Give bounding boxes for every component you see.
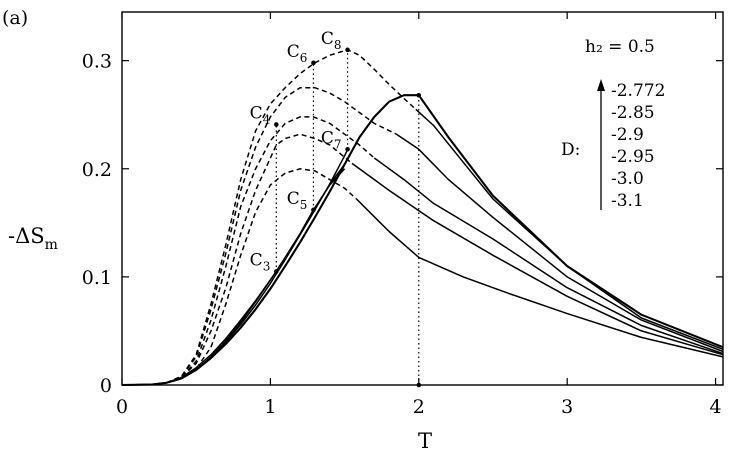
- panel-label: (a): [2, 7, 28, 29]
- critical-point-letter: C: [287, 189, 300, 209]
- legend-title: D:: [561, 140, 580, 160]
- legend-arrow: [597, 79, 605, 210]
- critical-point-letter: C: [321, 128, 334, 148]
- x-tick-label: 2: [413, 396, 425, 418]
- critical-point-label: C7: [321, 128, 342, 151]
- legend-values: -2.772-2.85-2.9-2.95-3.0-3.1: [611, 81, 665, 211]
- critical-point-index: 4: [263, 112, 271, 126]
- series-line-solid: [312, 168, 346, 211]
- critical-point-label: C5: [287, 189, 308, 212]
- series-line-tail: [351, 162, 724, 356]
- series-line-dashed: [166, 116, 375, 384]
- critical-point-index: 5: [300, 198, 308, 212]
- axis-point: [416, 382, 422, 388]
- series-line-dashed: [166, 168, 358, 384]
- critical-point-index: 6: [300, 51, 308, 65]
- critical-point: [345, 47, 350, 53]
- x-axis-label: T: [418, 429, 432, 453]
- critical-point-label: C4: [250, 103, 271, 126]
- critical-point-index: 3: [263, 259, 271, 273]
- curves: [121, 48, 724, 387]
- critical-point-letter: C: [250, 250, 263, 270]
- critical-point-index: 8: [334, 38, 342, 52]
- legend-value: -2.772: [611, 81, 665, 101]
- critical-point: [345, 147, 350, 152]
- series-line-tail: [415, 108, 724, 351]
- series-line-tail: [396, 133, 724, 353]
- critical-point-letter: C: [287, 42, 300, 62]
- dotted-guides: [275, 49, 420, 385]
- critical-point: [311, 207, 316, 213]
- y-tick-label: 0: [100, 375, 112, 397]
- field-parameter: h₂ = 0.5: [585, 37, 655, 57]
- x-tick-label: 0: [116, 396, 128, 418]
- critical-point-label: C6: [287, 42, 308, 65]
- series-line-solid: [121, 271, 277, 386]
- legend-arrow-head: [597, 79, 605, 91]
- y-tick-label: 0.2: [82, 159, 112, 181]
- legend-value: -3.0: [611, 169, 644, 189]
- x-tick-label: 4: [710, 396, 722, 418]
- legend-value: -3.1: [611, 191, 644, 211]
- critical-point: [416, 92, 422, 98]
- y-tick-label: 0.3: [82, 51, 112, 73]
- series-line-dashed: [166, 86, 397, 384]
- axis-ticks: 0 1 2 3 4 0 0.1 0.2 0.3: [82, 12, 723, 418]
- critical-point-label: C8: [321, 29, 342, 52]
- y-axis-label-main: -ΔS: [8, 224, 45, 248]
- legend-value: -2.9: [611, 125, 644, 145]
- series-line-dashed: [166, 48, 417, 384]
- series-line-solid: [121, 148, 349, 386]
- critical-point-label: C3: [250, 250, 271, 273]
- y-tick-label: 0.1: [82, 267, 112, 289]
- y-axis-label-subscript: m: [45, 237, 58, 253]
- plot-frame: [121, 11, 724, 386]
- critical-point-index: 7: [334, 137, 342, 151]
- critical-point-letter: C: [250, 103, 263, 123]
- y-axis-label: -ΔSm: [8, 224, 58, 253]
- legend-value: -2.85: [611, 103, 655, 123]
- critical-point: [274, 122, 279, 127]
- x-tick-label: 3: [561, 396, 573, 418]
- series-line-tail: [373, 157, 724, 355]
- series-line-dashed: [166, 133, 353, 384]
- series-line-tail: [355, 198, 724, 358]
- x-tick-label: 1: [264, 396, 276, 418]
- legend-value: -2.95: [611, 147, 655, 167]
- critical-point: [274, 269, 279, 274]
- critical-point: [311, 60, 316, 66]
- critical-point-letter: C: [321, 29, 334, 49]
